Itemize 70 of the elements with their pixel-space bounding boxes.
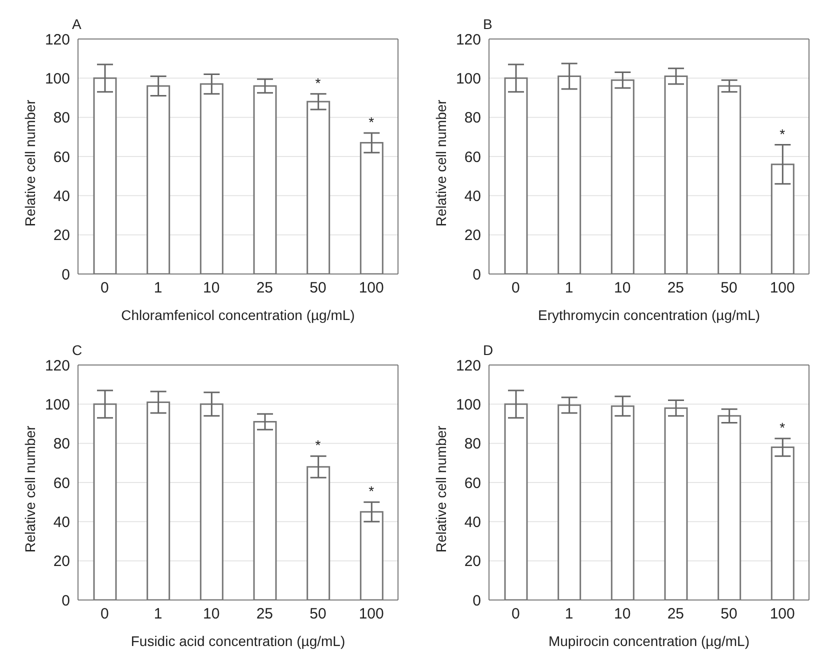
x-tick-label: 0 (511, 280, 520, 297)
y-tick-label: 120 (456, 357, 481, 374)
y-tick-label: 100 (456, 70, 481, 88)
y-tick-label: 0 (62, 266, 70, 284)
x-tick-label: 25 (256, 606, 274, 623)
x-tick-label: 25 (667, 606, 684, 623)
y-tick-label: 100 (456, 396, 481, 414)
x-tick-label: 1 (564, 280, 574, 297)
x-tick-label: 100 (770, 280, 795, 297)
annotation: * (780, 126, 786, 142)
y-tick-label: 20 (464, 553, 481, 570)
annotation: * (315, 437, 322, 454)
y-tick-label: 60 (464, 474, 481, 492)
y-tick-label: 100 (44, 396, 70, 414)
y-tick-label: 40 (464, 188, 481, 205)
x-axis-title: Chloramfenicol concentration (µg/mL) (121, 307, 355, 323)
y-tick-label: 40 (464, 514, 481, 531)
x-tick-label: 10 (614, 280, 631, 297)
annotation: * (368, 114, 375, 130)
x-axis-title: Mupirocin concentration (µg/mL) (548, 633, 750, 649)
chart-title: C (72, 342, 82, 358)
x-tick-label: 100 (770, 606, 795, 623)
y-tick-label: 80 (53, 110, 70, 127)
y-axis-title: Relative cell number (432, 425, 449, 552)
y-tick-label: 80 (53, 436, 70, 453)
chart-title: D (483, 342, 494, 358)
x-axis-title: Fusidic acid concentration (µg/mL) (130, 633, 346, 649)
y-tick-label: 0 (472, 592, 481, 610)
y-tick-label: 20 (53, 553, 70, 570)
x-tick-label: 10 (202, 606, 220, 623)
x-tick-label: 100 (358, 280, 384, 297)
y-tick-label: 20 (53, 227, 70, 244)
x-tick-label: 1 (564, 606, 574, 623)
x-tick-label: 1 (154, 606, 162, 623)
y-tick-label: 60 (464, 148, 481, 166)
chart-title: B (483, 16, 492, 32)
y-tick-label: 0 (472, 266, 481, 284)
y-tick-label: 120 (456, 31, 481, 48)
x-tick-label: 10 (614, 606, 631, 623)
y-tick-label: 0 (62, 592, 70, 610)
y-tick-label: 80 (464, 110, 481, 127)
x-tick-label: 25 (256, 280, 274, 297)
y-tick-label: 120 (44, 31, 70, 48)
x-tick-label: 50 (310, 606, 326, 623)
x-tick-label: 50 (720, 606, 738, 623)
x-tick-label: 0 (100, 606, 109, 623)
x-tick-label: 1 (154, 280, 162, 297)
y-axis-title: Relative cell number (22, 425, 38, 552)
annotation: * (315, 74, 322, 91)
x-tick-label: 10 (202, 280, 220, 297)
y-tick-label: 120 (44, 357, 70, 374)
y-tick-label: 80 (464, 436, 481, 453)
y-tick-label: 60 (53, 474, 70, 492)
x-tick-label: 100 (358, 606, 384, 623)
x-tick-label: 50 (310, 280, 326, 297)
y-tick-label: 60 (53, 148, 70, 166)
y-tick-label: 40 (53, 188, 70, 205)
x-tick-label: 0 (100, 280, 109, 297)
x-tick-label: 25 (667, 280, 684, 297)
annotation: * (368, 483, 375, 500)
y-axis-title: Relative cell number (432, 99, 449, 226)
chart-title: A (72, 16, 82, 32)
y-tick-label: 40 (53, 514, 70, 531)
x-tick-label: 0 (511, 606, 520, 623)
y-tick-label: 100 (44, 70, 70, 88)
x-tick-label: 50 (720, 280, 738, 297)
y-tick-label: 20 (464, 227, 481, 244)
annotation: * (780, 419, 786, 436)
y-axis-title: Relative cell number (22, 99, 38, 226)
x-axis-title: Erythromycin concentration (µg/mL) (538, 307, 760, 323)
